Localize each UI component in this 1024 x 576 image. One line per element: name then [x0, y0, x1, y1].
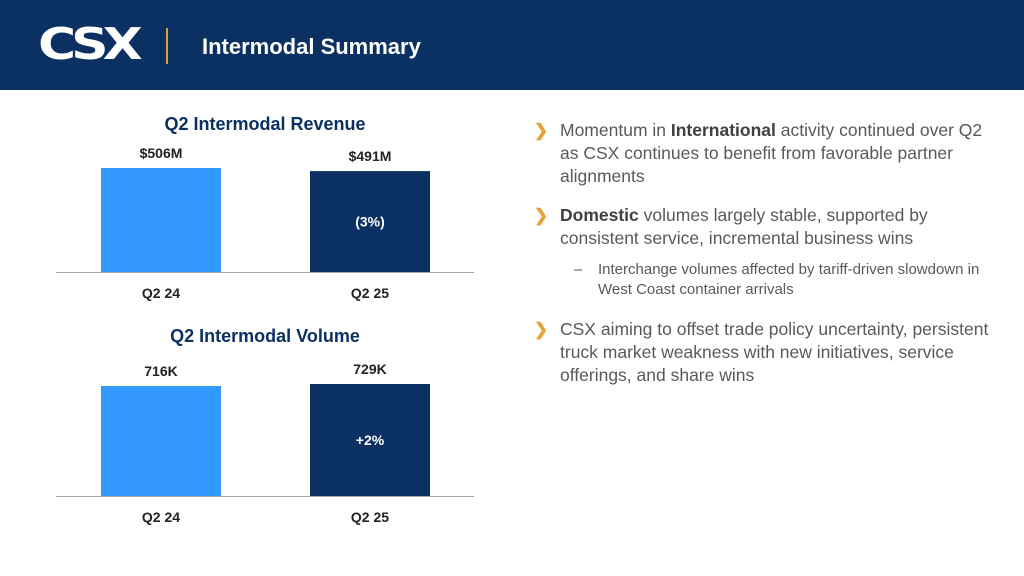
revenue-chart: Q2 Intermodal Revenue $506M Q2 24 $491M Q2 …	[56, 112, 474, 308]
bullet-bold: International	[670, 120, 776, 140]
change-label: +2%	[356, 432, 385, 448]
bullet-text: activity continued over Q2 as CSX contin…	[560, 120, 983, 186]
revenue-chart-title: Q2 Intermodal Revenue	[164, 114, 366, 134]
volume-chart-title: Q2 Intermodal Volume	[170, 326, 360, 346]
change-label: (3%)	[355, 214, 385, 230]
bullet-list: ❯ Momentum in International activity con…	[534, 119, 1004, 403]
category-label: Q2 24	[142, 509, 180, 525]
bar-q2-25	[310, 171, 430, 272]
category-label: Q2 25	[351, 509, 389, 525]
sub-bullet-text: Interchange volumes affected by tariff-d…	[598, 261, 980, 298]
bullet-text: volumes largely stable, supported by con…	[560, 205, 928, 248]
data-label: $491M	[349, 148, 392, 164]
bullet-trade-policy: ❯ CSX aiming to offset trade policy unce…	[534, 318, 1004, 387]
bullet-domestic: ❯ Domestic volumes largely stable, suppo…	[534, 204, 1004, 250]
bullet-bold: Domestic	[560, 205, 639, 225]
dash-icon: –	[574, 261, 583, 278]
chevron-right-icon: ❯	[534, 206, 549, 225]
bullet-text: CSX aiming to offset trade policy uncert…	[560, 319, 989, 385]
bullet-international: ❯ Momentum in International activity con…	[534, 119, 1004, 188]
data-label: 729K	[353, 361, 386, 377]
sub-bullet-interchange: – Interchange volumes affected by tariff…	[534, 260, 1004, 300]
data-label: 716K	[144, 363, 177, 379]
bar-q2-24	[101, 168, 221, 272]
chevron-right-icon: ❯	[534, 121, 549, 140]
data-label: $506M	[140, 145, 183, 161]
volume-chart: Q2 Intermodal Volume 716K Q2 24 729K Q2 25 +…	[56, 324, 474, 530]
bar-q2-25	[310, 384, 430, 496]
header-divider	[166, 28, 168, 64]
bullet-text: Momentum in	[560, 120, 671, 140]
volume-chart-svg: 716K Q2 24 729K Q2 25 +2%	[56, 361, 474, 525]
header-bar: CSX Intermodal Summary	[0, 0, 1024, 90]
chevron-right-icon: ❯	[534, 320, 549, 339]
category-label: Q2 24	[142, 285, 180, 301]
bar-q2-24	[101, 385, 221, 496]
csx-logo: CSX	[38, 19, 143, 70]
revenue-chart-svg: $506M Q2 24 $491M Q2 25 (3%)	[56, 145, 474, 301]
category-label: Q2 25	[351, 285, 389, 301]
slide-title: Intermodal Summary	[202, 34, 421, 59]
